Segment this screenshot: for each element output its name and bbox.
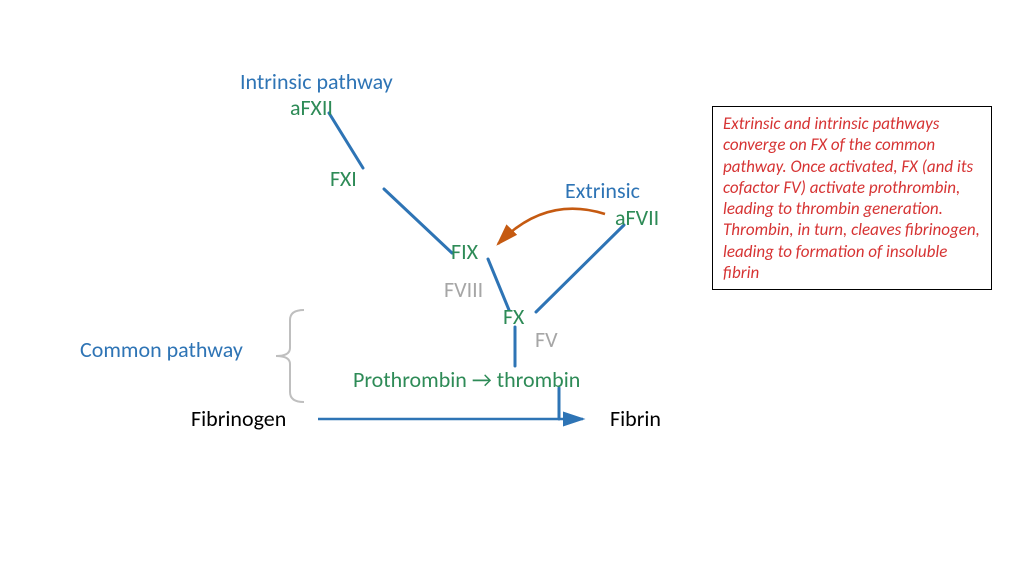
label-fibrinogen: Fibrinogen [191,405,286,432]
label-common_title: Common pathway [80,336,243,363]
label-aFVII: aFVII [615,204,659,231]
label-aFXII: aFXII [290,94,333,121]
label-FV: FV [535,326,558,353]
label-FIX: FIX [451,238,478,265]
explanation-text: Extrinsic and intrinsic pathways converg… [723,113,980,283]
explanation-textbox: Extrinsic and intrinsic pathways converg… [712,106,992,290]
label-FVIII: FVIII [444,276,483,303]
label-intrinsic_title: Intrinsic pathway [240,68,393,95]
label-fibrin: Fibrin [610,405,661,432]
label-prothrombin: Prothrombin → thrombin [353,366,580,393]
label-extrinsic_title: Extrinsic [565,177,640,204]
label-FX: FX [503,303,524,330]
label-FXI: FXI [330,165,357,192]
